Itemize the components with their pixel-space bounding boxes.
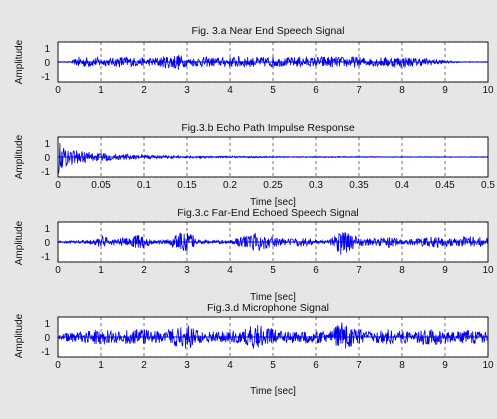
- panel-d-xlabel: Time [sec]: [250, 386, 296, 397]
- plot-3-xtick-1: 1: [98, 360, 104, 371]
- panel-a-ylabel: Amplitude: [14, 39, 25, 84]
- plot-1-xtick-9: 0.45: [435, 180, 455, 191]
- panel-a-title: Fig. 3.a Near End Speech Signal: [192, 25, 345, 37]
- plot-0-xtick-7: 7: [356, 85, 362, 96]
- panel-b-title: Fig.3.b Echo Path Impulse Response: [181, 122, 355, 134]
- plot-0-xtick-1: 1: [98, 85, 104, 96]
- plot-0-xtick-8: 8: [399, 85, 405, 96]
- plot-2-xtick-9: 9: [442, 265, 448, 276]
- plot-1-xtick-0: 0: [55, 180, 61, 191]
- panel-b-ytick-1: 1: [44, 139, 50, 150]
- plot-1-xtick-8: 0.4: [395, 180, 409, 191]
- panel-d-title: Fig.3.d Microphone Signal: [207, 302, 329, 314]
- panel-b-ytick-0: 0: [44, 153, 50, 164]
- plot-0-xtick-6: 6: [313, 85, 319, 96]
- panel-a-ytick-1: 1: [44, 44, 50, 55]
- plot-2-xtick-0: 0: [55, 265, 61, 276]
- plot-0-xtick-5: 5: [270, 85, 276, 96]
- panel-d-ytick-0: 0: [44, 333, 50, 344]
- plot-3-xtick-8: 8: [399, 360, 405, 371]
- plot-2-xtick-1: 1: [98, 265, 104, 276]
- plot-3-xtick-2: 2: [141, 360, 147, 371]
- plot-1-xtick-5: 0.25: [263, 180, 283, 191]
- plot-3-xtick-5: 5: [270, 360, 276, 371]
- plot-3-xtick-9: 9: [442, 360, 448, 371]
- panel-c-ytick-neg1: -1: [41, 252, 50, 263]
- plot-1-xtick-6: 0.3: [309, 180, 323, 191]
- plot-2-xtick-4: 4: [227, 265, 233, 276]
- plot-1-xtick-1: 0.05: [91, 180, 111, 191]
- panel-d-ytick-1: 1: [44, 319, 50, 330]
- plot-3-xtick-4: 4: [227, 360, 233, 371]
- plot-1-xtick-7: 0.35: [349, 180, 369, 191]
- plot-0-xtick-10: 10: [482, 85, 494, 96]
- plot-0-xtick-0: 0: [55, 85, 61, 96]
- plot-2-xtick-8: 8: [399, 265, 405, 276]
- plot-3-xtick-6: 6: [313, 360, 319, 371]
- plot-0-xtick-2: 2: [141, 85, 147, 96]
- plot-1-xtick-10: 0.5: [481, 180, 495, 191]
- plot-2-xtick-10: 10: [482, 265, 494, 276]
- panel-c-title: Fig.3.c Far-End Echoed Speech Signal: [177, 207, 359, 219]
- plot-2-xtick-3: 3: [184, 265, 190, 276]
- plot-1-xtick-2: 0.1: [137, 180, 151, 191]
- plot-2-xtick-5: 5: [270, 265, 276, 276]
- panel-a-ytick-0: 0: [44, 58, 50, 69]
- panel-b-ytick-neg1: -1: [41, 167, 50, 178]
- panel-d-ytick-neg1: -1: [41, 347, 50, 358]
- panel-c-ytick-1: 1: [44, 224, 50, 235]
- panel-b-ylabel: Amplitude: [14, 134, 25, 179]
- panel-c-ytick-0: 0: [44, 238, 50, 249]
- plot-2-xtick-6: 6: [313, 265, 319, 276]
- panel-a-ytick-neg1: -1: [41, 72, 50, 83]
- plot-1-xtick-3: 0.15: [177, 180, 197, 191]
- plot-3-xtick-10: 10: [482, 360, 494, 371]
- plot-0-xtick-3: 3: [184, 85, 190, 96]
- plot-2-xtick-2: 2: [141, 265, 147, 276]
- panel-c-ylabel: Amplitude: [14, 220, 25, 265]
- plot-0-xtick-4: 4: [227, 85, 233, 96]
- panel-d-ylabel: Amplitude: [14, 313, 25, 358]
- plot-3-xtick-3: 3: [184, 360, 190, 371]
- plot-1-xtick-4: 0.2: [223, 180, 237, 191]
- plot-2-xtick-7: 7: [356, 265, 362, 276]
- plot-0-xtick-9: 9: [442, 85, 448, 96]
- plot-3-xtick-0: 0: [55, 360, 61, 371]
- plot-3-xtick-7: 7: [356, 360, 362, 371]
